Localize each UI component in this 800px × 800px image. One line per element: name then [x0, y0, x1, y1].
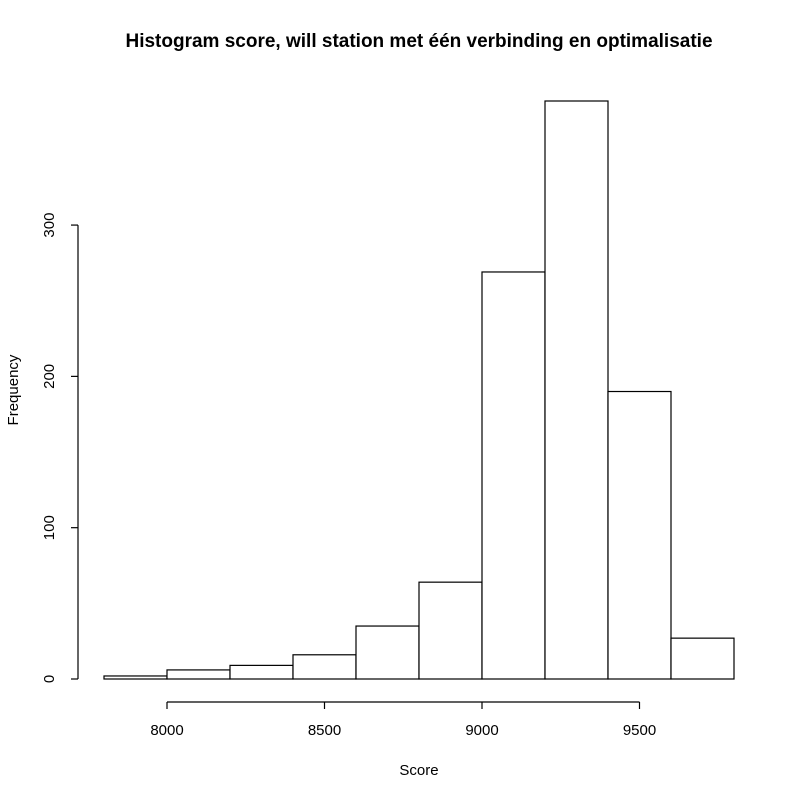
- y-tick-label: 100: [41, 515, 58, 540]
- x-tick-label: 9000: [465, 722, 498, 739]
- histogram-bar: [166, 669, 231, 680]
- y-axis: 0 100 200 300: [41, 213, 79, 683]
- histogram-bar: [607, 390, 672, 680]
- y-tick-label: 0: [41, 675, 58, 683]
- y-tick-label: 200: [41, 364, 58, 389]
- chart-title: Histogram score, will station met één ve…: [125, 31, 712, 52]
- histogram-bar: [481, 271, 546, 680]
- x-axis: 8000 8500 9000 9500: [150, 701, 656, 739]
- histogram-bar: [670, 637, 735, 680]
- bars-group: [103, 100, 735, 680]
- x-tick-label: 8000: [150, 722, 183, 739]
- x-axis-label: Score: [399, 762, 438, 779]
- x-tick-label: 9500: [623, 722, 656, 739]
- y-axis-label: Frequency: [5, 354, 22, 425]
- histogram-bar: [103, 675, 168, 680]
- histogram-bar: [355, 625, 420, 680]
- histogram-bar: [544, 100, 609, 680]
- histogram-bar: [292, 654, 357, 680]
- x-tick-label: 8500: [308, 722, 341, 739]
- y-tick-label: 300: [41, 213, 58, 238]
- histogram-bar: [229, 664, 294, 680]
- histogram-bar: [418, 581, 483, 680]
